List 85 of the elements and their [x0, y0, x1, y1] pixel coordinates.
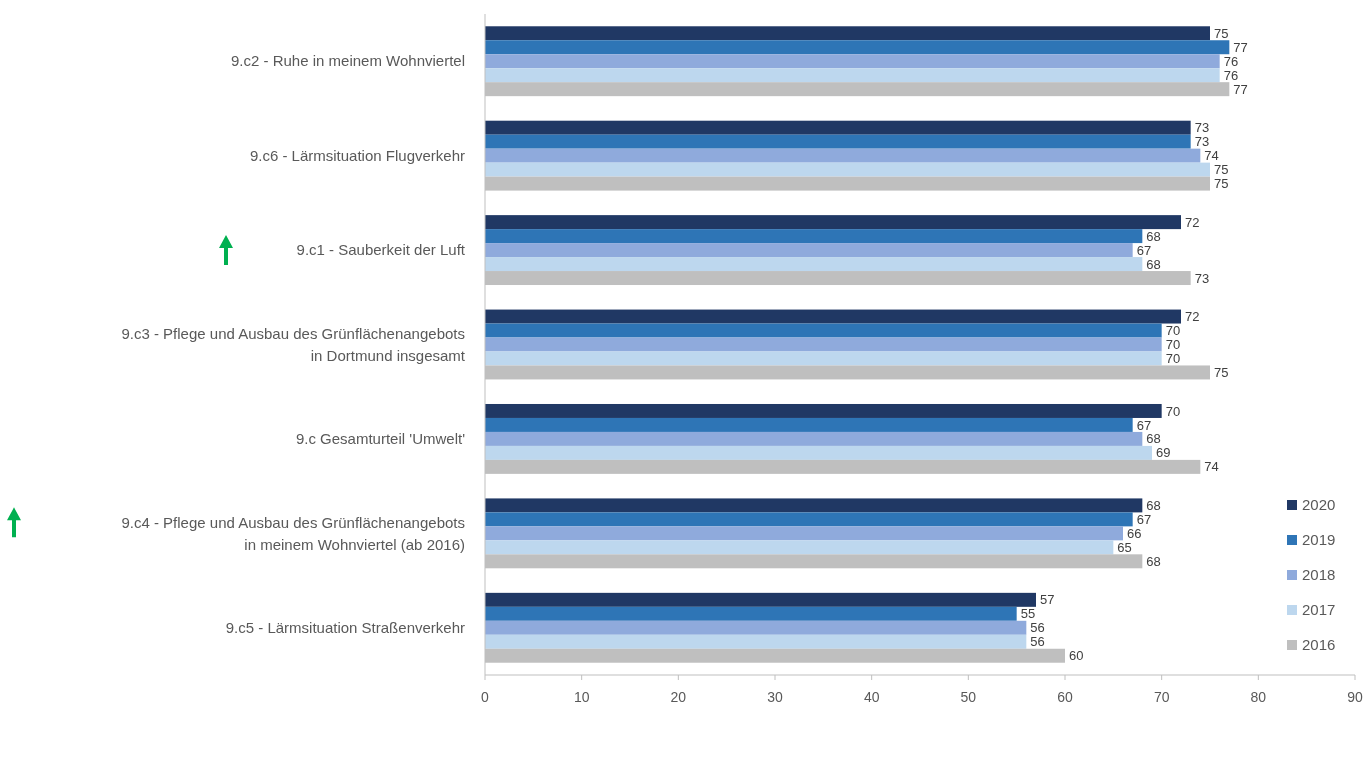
x-tick-label: 10	[573, 689, 590, 705]
bar	[485, 431, 1143, 446]
bar	[485, 620, 1027, 635]
bar	[485, 68, 1220, 83]
bar	[485, 606, 1017, 621]
x-tick-label: 80	[1250, 689, 1267, 705]
bar	[485, 120, 1191, 135]
data-label: 67	[1136, 417, 1152, 433]
bar	[485, 634, 1027, 649]
x-tick-label: 90	[1347, 689, 1363, 705]
x-tick-label: 50	[960, 689, 977, 705]
y-tick-label: 9.c2 - Ruhe in meinem Wohnviertel	[231, 52, 465, 70]
data-label: 74	[1204, 148, 1219, 164]
data-label: 68	[1146, 553, 1161, 569]
data-label: 75	[1214, 25, 1229, 41]
data-label: 70	[1165, 403, 1181, 419]
data-label: 66	[1127, 525, 1142, 541]
bar	[485, 54, 1220, 69]
bar	[485, 337, 1162, 352]
y-tick-label: 9.c Gesamturteil 'Umwelt'	[295, 430, 466, 448]
bar	[485, 40, 1230, 55]
data-label: 67	[1136, 511, 1152, 527]
bar	[485, 498, 1143, 513]
y-tick-label: 9.c3 - Pflege und Ausbau des Grünflächenangebots in Dortmund insgesamt	[121, 324, 466, 364]
bar	[485, 309, 1181, 324]
bar	[485, 526, 1123, 541]
data-label: 75	[1214, 162, 1229, 178]
data-label: 68	[1146, 431, 1161, 447]
data-label: 73	[1194, 120, 1210, 136]
legend-label: 2020	[1302, 496, 1336, 514]
bar	[485, 445, 1152, 460]
data-label: 70	[1165, 351, 1181, 367]
bar	[485, 512, 1133, 527]
bar	[485, 540, 1114, 555]
data-label: 68	[1146, 497, 1161, 513]
x-tick-label: 20	[670, 689, 687, 705]
y-tick-label: 9.c5 - Lärmsituation Straßenverkehr	[225, 619, 465, 637]
data-label: 68	[1146, 256, 1161, 272]
x-tick-label: 70	[1153, 689, 1170, 705]
legend-label: 2017	[1302, 601, 1336, 619]
data-label: 67	[1136, 242, 1152, 258]
bar	[485, 134, 1191, 149]
data-label: 75	[1214, 176, 1229, 192]
bar	[485, 351, 1162, 366]
data-label: 69	[1156, 445, 1171, 461]
data-label: 73	[1194, 134, 1210, 150]
x-tick-label: 0	[481, 689, 490, 705]
bar	[485, 592, 1036, 607]
data-label: 57	[1040, 592, 1055, 608]
data-label: 76	[1223, 67, 1239, 83]
bar	[485, 162, 1210, 177]
data-label: 75	[1214, 365, 1229, 380]
bar	[485, 243, 1133, 258]
data-label: 70	[1165, 323, 1181, 339]
data-label: 73	[1194, 270, 1210, 286]
y-tick-label: 9.c1 - Sauberkeit der Luft	[296, 241, 466, 259]
legend-label: 2016	[1302, 636, 1336, 654]
data-label: 74	[1204, 459, 1219, 475]
legend-label: 2019	[1302, 531, 1336, 549]
legend-label: 2018	[1302, 566, 1336, 584]
data-label: 77	[1233, 39, 1248, 55]
x-tick-label: 30	[767, 689, 783, 705]
data-label: 70	[1165, 337, 1181, 353]
data-label: 60	[1069, 648, 1084, 664]
bar	[485, 229, 1143, 244]
y-tick-label: 9.c4 - Pflege und Ausbau des Grünflächenangebots in meinem Wohnviertel (ab 2016)	[121, 513, 465, 553]
data-label: 68	[1146, 228, 1161, 244]
bar	[485, 403, 1162, 418]
data-label: 76	[1223, 53, 1239, 69]
data-label: 72	[1185, 309, 1200, 325]
bar	[485, 323, 1162, 338]
bar	[485, 148, 1201, 163]
bar	[485, 26, 1210, 41]
bar	[485, 257, 1143, 272]
data-label: 55	[1020, 606, 1036, 622]
data-label: 56	[1030, 634, 1045, 650]
x-tick-label: 60	[1057, 689, 1073, 705]
y-tick-label: 9.c6 - Lärmsituation Flugverkehr	[249, 146, 465, 164]
bar	[485, 215, 1181, 230]
data-label: 65	[1117, 539, 1132, 555]
bar	[485, 417, 1133, 432]
data-label: 72	[1185, 214, 1200, 230]
x-tick-label: 40	[863, 689, 880, 705]
data-label: 56	[1030, 620, 1045, 636]
data-label: 77	[1233, 81, 1248, 97]
